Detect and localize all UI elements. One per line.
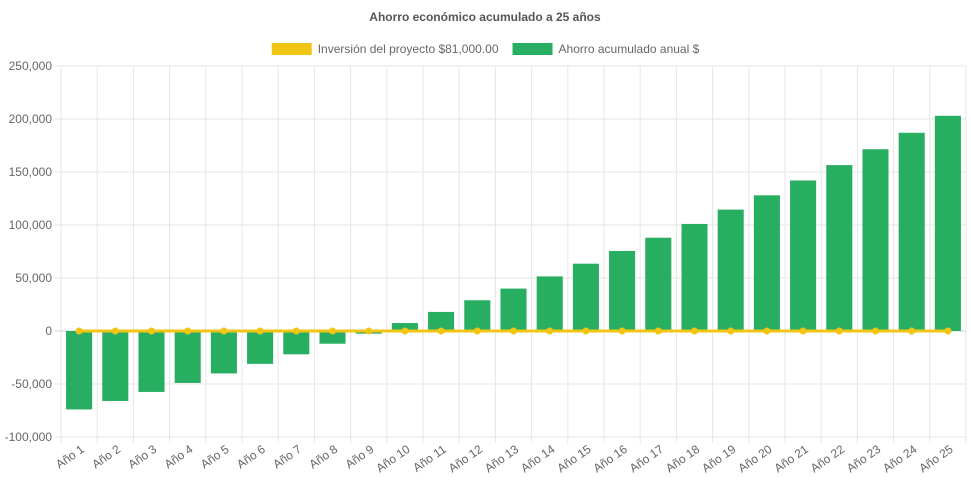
x-tick-label: Año 13 [482, 442, 521, 475]
bar [66, 331, 93, 410]
bar-series [66, 115, 961, 410]
bar [500, 288, 527, 331]
line-point [835, 327, 843, 335]
bar [826, 165, 853, 331]
x-tick-label: Año 7 [270, 442, 304, 472]
x-tick-label: Año 19 [699, 442, 738, 475]
line-point [184, 327, 192, 335]
x-tick-label: Año 12 [446, 442, 485, 475]
line-point [365, 327, 373, 335]
line-point [401, 327, 409, 335]
line-point [944, 327, 952, 335]
x-tick-label: Año 10 [373, 442, 412, 475]
x-tick-label: Año 5 [198, 442, 232, 472]
bar [464, 300, 491, 331]
x-tick-label: Año 3 [126, 442, 160, 472]
x-tick-label: Año 18 [663, 442, 702, 475]
x-tick-label: Año 6 [234, 442, 268, 472]
chart-title: Ahorro económico acumulado a 25 años [369, 10, 601, 24]
bar [934, 115, 961, 331]
x-tick-label: Año 17 [627, 442, 666, 475]
x-tick-label: Año 20 [735, 442, 774, 475]
bar [645, 237, 672, 331]
line-point [473, 327, 481, 335]
legend-swatch [512, 43, 553, 55]
bar [283, 331, 310, 355]
bar [391, 323, 418, 331]
x-tick-label: Año 11 [410, 442, 449, 475]
line-point [799, 327, 807, 335]
y-tick-label: 0 [45, 324, 52, 338]
bar [898, 132, 925, 331]
y-tick-label: -100,000 [5, 430, 53, 444]
bar [319, 331, 346, 344]
x-tick-label: Año 25 [916, 442, 955, 475]
bar [717, 209, 744, 331]
x-tick-label: Año 9 [343, 442, 377, 472]
x-tick-label: Año 1 [53, 442, 87, 472]
x-tick-label: Año 22 [808, 442, 847, 475]
line-point [256, 327, 264, 335]
line-series [75, 327, 952, 335]
x-tick-label: Año 15 [554, 442, 593, 475]
x-tick-label: Año 24 [880, 442, 919, 475]
y-tick-label: 150,000 [9, 165, 53, 179]
x-tick-label: Año 2 [89, 442, 123, 472]
bar [536, 276, 563, 331]
y-tick-label: 100,000 [9, 218, 53, 232]
bar [247, 331, 274, 364]
line-point [582, 327, 590, 335]
y-tick-label: 50,000 [15, 271, 52, 285]
line-point [220, 327, 228, 335]
x-tick-label: Año 14 [518, 442, 557, 475]
line-point [546, 327, 554, 335]
legend[interactable]: Inversión del proyecto $81,000.00 Ahorro … [271, 42, 700, 56]
y-tick-label: 250,000 [9, 59, 53, 73]
bar [138, 331, 165, 392]
line-point [727, 327, 735, 335]
line-point [329, 327, 336, 335]
line-point [111, 327, 119, 335]
line-point [618, 327, 626, 335]
x-tick-label: Año 23 [844, 442, 883, 475]
bar [609, 250, 636, 331]
bar [102, 331, 129, 401]
x-tick-label: Año 16 [591, 442, 630, 475]
line-point [908, 327, 916, 335]
line-point [654, 327, 662, 335]
bar [753, 195, 780, 331]
bar [862, 149, 889, 331]
y-tick-label: 200,000 [9, 112, 53, 126]
y-tick-label: -50,000 [11, 377, 52, 391]
line-point [691, 327, 698, 335]
y-axis: 250,000 200,000 150,000 100,000 50,000 0 -50,0… [5, 59, 53, 444]
line-point [148, 327, 155, 335]
x-axis: Año 1 Año 2 Año 3 Año 4 Año 5 Año 6 Año 7 Año 8… [53, 442, 956, 475]
legend-label: Ahorro acumulado anual $ [559, 42, 700, 56]
bar [790, 180, 817, 331]
line-point [510, 327, 517, 335]
legend-label: Inversión del proyecto $81,000.00 [318, 42, 499, 56]
bar [428, 311, 455, 331]
line-point [872, 327, 879, 335]
bar [174, 331, 201, 383]
line-point [437, 327, 445, 335]
line-point [75, 327, 83, 335]
bar [572, 263, 599, 331]
bar [210, 331, 237, 374]
x-tick-label: Año 4 [162, 442, 196, 472]
legend-swatch [271, 43, 312, 55]
line-point [763, 327, 771, 335]
line-point [292, 327, 300, 335]
bar [681, 223, 708, 331]
x-tick-label: Año 21 [772, 442, 811, 475]
x-tick-label: Año 8 [307, 442, 341, 472]
